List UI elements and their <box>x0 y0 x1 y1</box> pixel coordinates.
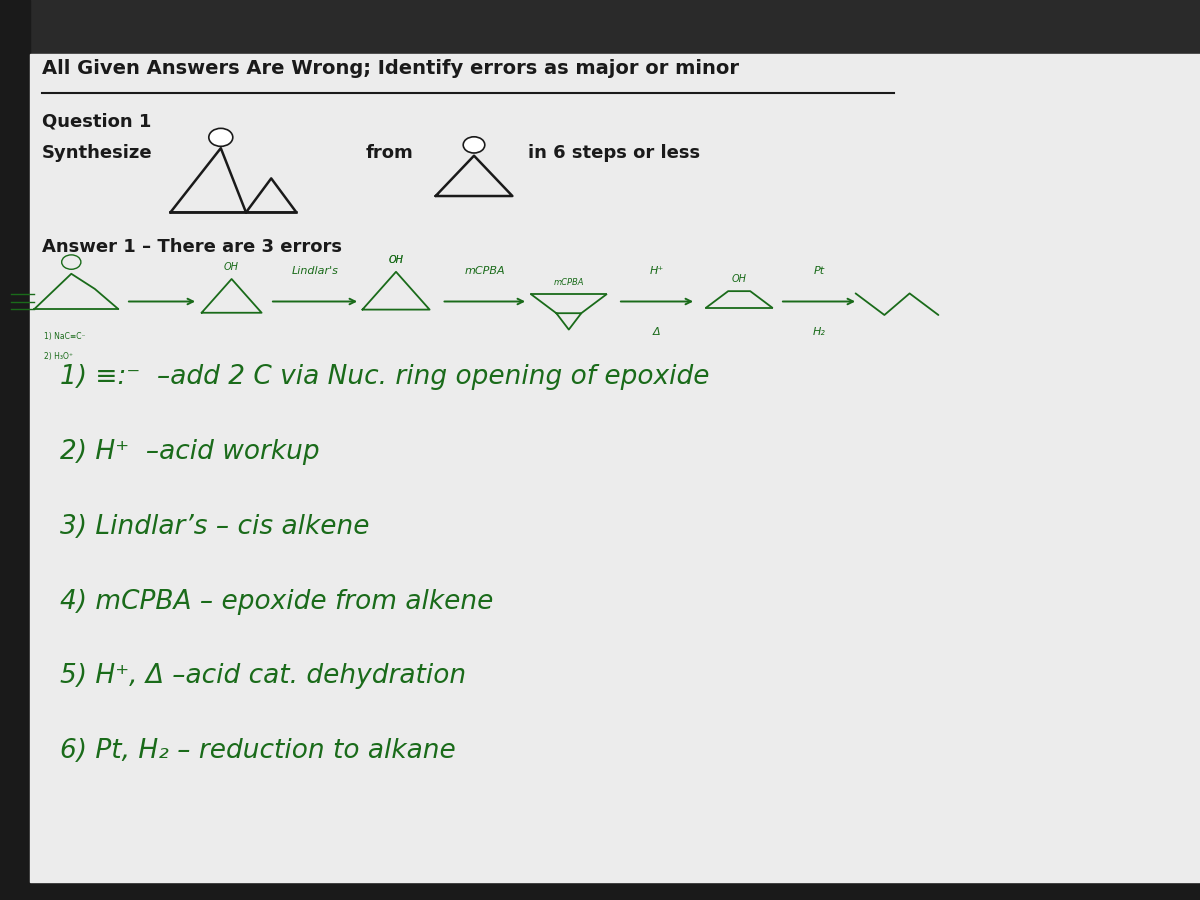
Text: 1) NaC≡C⁻: 1) NaC≡C⁻ <box>44 332 86 341</box>
Text: Answer 1 – There are 3 errors: Answer 1 – There are 3 errors <box>42 238 342 256</box>
Text: 2) H⁺  –acid workup: 2) H⁺ –acid workup <box>60 439 319 465</box>
Text: 2) H₃O⁺: 2) H₃O⁺ <box>44 352 73 361</box>
Bar <box>0 0 30 900</box>
Text: in 6 steps or less: in 6 steps or less <box>528 144 700 162</box>
Text: OH: OH <box>389 256 403 266</box>
Text: Pt: Pt <box>814 266 824 276</box>
Text: 4) mCPBA – epoxide from alkene: 4) mCPBA – epoxide from alkene <box>60 589 493 615</box>
Bar <box>0 882 1200 900</box>
Text: Δ: Δ <box>653 327 661 337</box>
Text: OH: OH <box>224 262 239 272</box>
Text: mCPBA: mCPBA <box>464 266 505 276</box>
Text: 1) ≡:⁻  –add 2 C via Nuc. ring opening of epoxide: 1) ≡:⁻ –add 2 C via Nuc. ring opening of… <box>60 364 709 391</box>
Text: 3) Lindlar’s – cis alkene: 3) Lindlar’s – cis alkene <box>60 514 370 540</box>
Text: OH: OH <box>389 255 403 265</box>
Text: 5) H⁺, Δ –acid cat. dehydration: 5) H⁺, Δ –acid cat. dehydration <box>60 663 466 689</box>
Text: All Given Answers Are Wrong; Identify errors as major or minor: All Given Answers Are Wrong; Identify er… <box>42 58 739 77</box>
Text: OH: OH <box>732 274 746 284</box>
Text: H⁺: H⁺ <box>650 266 664 276</box>
Bar <box>0 0 1200 54</box>
Text: Lindlar's: Lindlar's <box>292 266 338 276</box>
Text: 6) Pt, H₂ – reduction to alkane: 6) Pt, H₂ – reduction to alkane <box>60 738 456 764</box>
Circle shape <box>463 137 485 153</box>
Text: from: from <box>366 144 414 162</box>
Text: H₂: H₂ <box>812 327 826 337</box>
Circle shape <box>209 129 233 147</box>
Circle shape <box>61 255 80 269</box>
Text: Synthesize: Synthesize <box>42 144 152 162</box>
Text: mCPBA: mCPBA <box>553 278 584 287</box>
Text: Question 1: Question 1 <box>42 112 151 130</box>
